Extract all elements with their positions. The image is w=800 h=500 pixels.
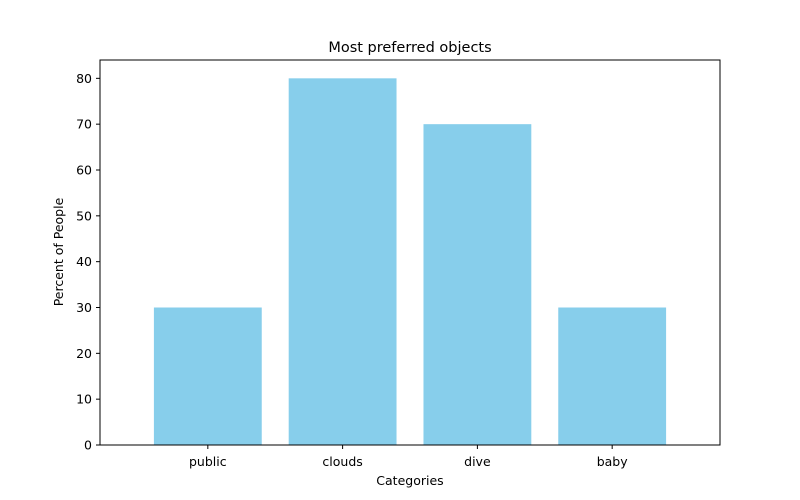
y-tick-label: 20 xyxy=(76,346,92,361)
bars-layer xyxy=(153,78,667,446)
y-tick-label: 60 xyxy=(76,163,92,178)
y-tick-label: 50 xyxy=(76,208,92,223)
y-tick-label: 70 xyxy=(76,117,92,132)
plot-frame xyxy=(99,59,721,446)
y-tick-label: 0 xyxy=(84,438,92,453)
x-tick-label: baby xyxy=(597,454,629,469)
y-tick-label: 40 xyxy=(76,254,92,269)
y-tick-label: 10 xyxy=(76,392,92,407)
x-tick-label: clouds xyxy=(322,454,362,469)
bar-public xyxy=(153,307,262,445)
x-tick-label: public xyxy=(189,454,227,469)
x-axis-ticks: public clouds dive baby xyxy=(189,445,628,469)
y-tick-label: 30 xyxy=(76,300,92,315)
chart-title: Most preferred objects xyxy=(328,40,491,56)
bar-baby xyxy=(558,307,667,445)
x-axis-label: Categories xyxy=(376,473,443,488)
bar-dive xyxy=(423,124,532,446)
y-tick-label: 80 xyxy=(76,71,92,86)
y-axis-ticks: 0 10 20 30 40 50 60 70 80 xyxy=(76,71,100,453)
bar-clouds xyxy=(288,78,397,445)
x-tick-label: dive xyxy=(464,454,491,469)
y-axis-label: Percent of People xyxy=(51,197,66,306)
